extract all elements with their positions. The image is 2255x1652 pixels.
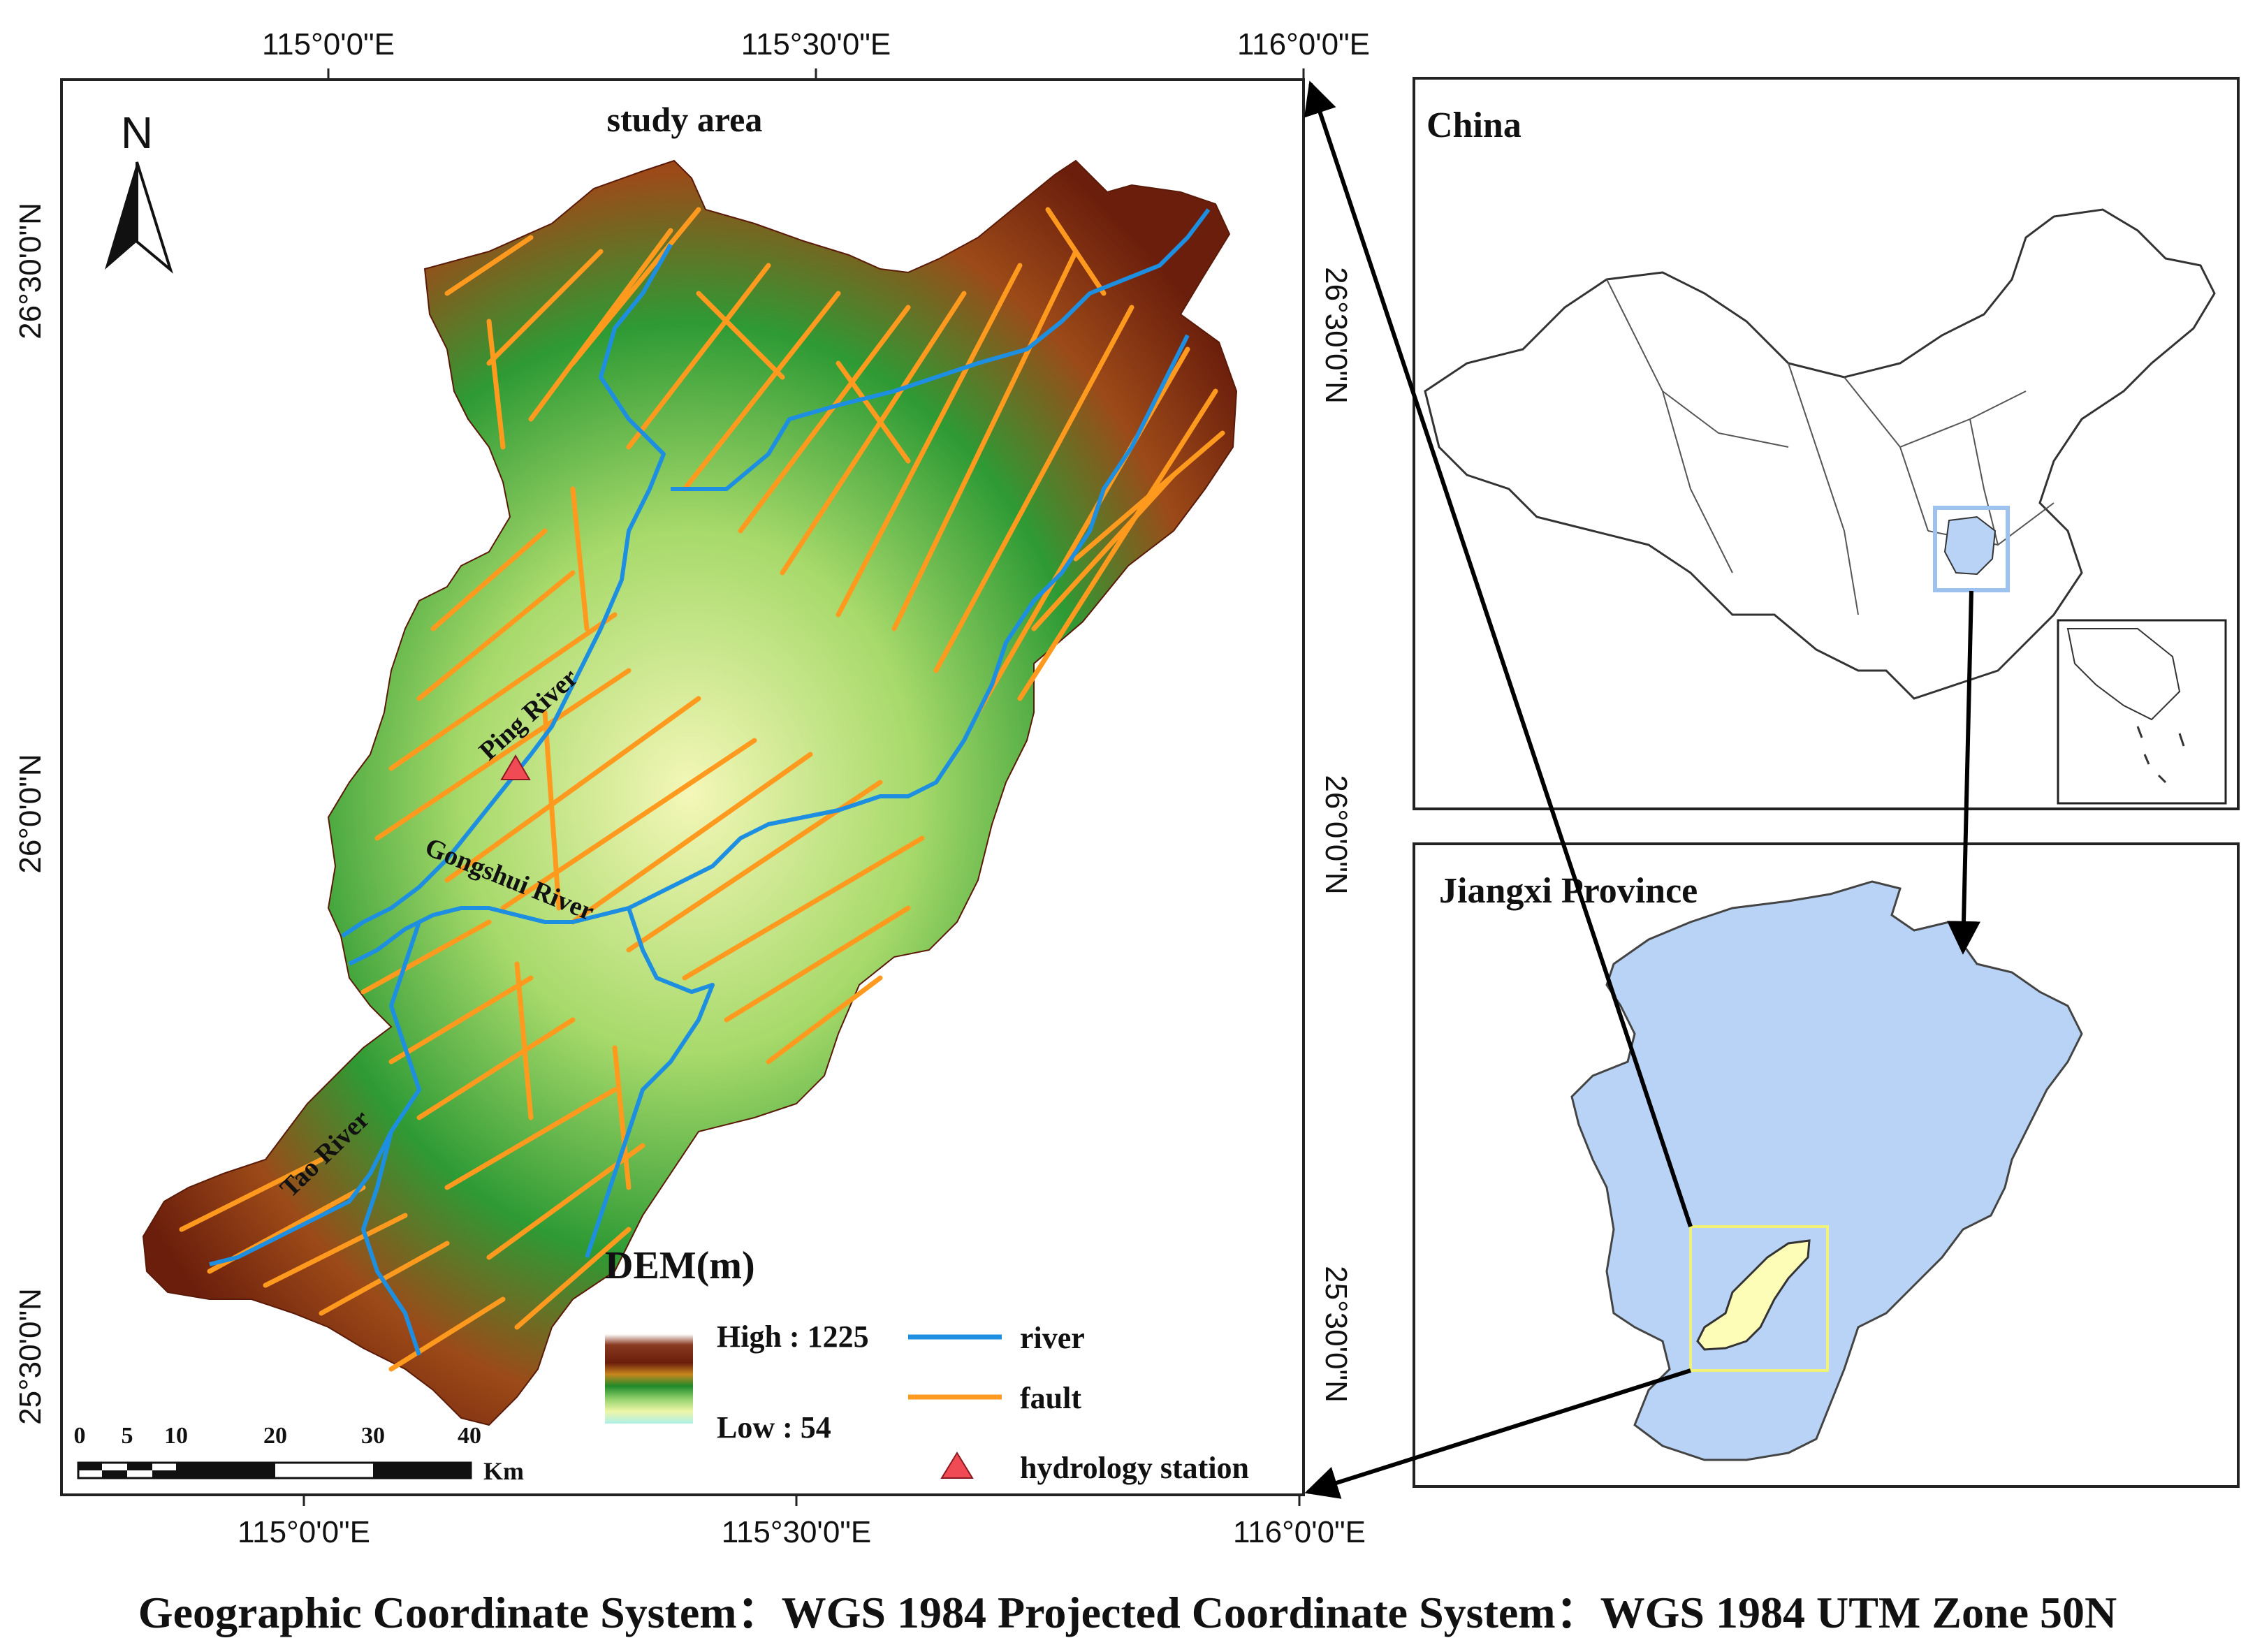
map-legend: DEM(m) High : 1225 Low : 54 river fault … <box>605 1244 1249 1485</box>
top-longitude-label: 115°30'0"E <box>741 27 891 61</box>
dem-color-ramp <box>605 1334 693 1424</box>
china-inset: China <box>1413 77 2240 810</box>
jiangxi-on-china <box>1943 516 1997 576</box>
jiangxi-province-shape <box>1570 880 2083 1461</box>
scale-unit: Km <box>483 1457 524 1485</box>
dem-high-label: High : 1225 <box>717 1320 869 1354</box>
coordinate-system-footer: Geographic Coordinate System：WGS 1984 Pr… <box>138 1588 2117 1637</box>
river-legend-label: river <box>1020 1321 1085 1355</box>
north-arrow-icon: N <box>105 108 173 274</box>
dem-low-label: Low : 54 <box>717 1410 831 1445</box>
jiangxi-locator-box <box>1933 506 2010 592</box>
scale-tick-label: 30 <box>361 1423 385 1449</box>
scale-tick-label: 20 <box>263 1423 287 1449</box>
north-label: N <box>121 108 153 158</box>
left-latitude-label: 26°0'0"N <box>13 754 48 873</box>
hydrology-station-marker <box>500 754 531 780</box>
china-inset-title: China <box>1426 105 1521 145</box>
study-area-locator-box <box>1689 1225 1829 1372</box>
scale-tick-label: 40 <box>458 1423 481 1449</box>
bottom-longitude-label: 115°0'0"E <box>238 1515 370 1549</box>
scale-bar: 0 5 10 20 30 40 Km <box>74 1423 525 1485</box>
scale-tick-label: 10 <box>164 1423 188 1449</box>
main-map: 115°0'0"E 115°30'0"E 116°0'0"E 115°0'0"E… <box>13 27 1370 1549</box>
china-outline <box>1424 208 2216 700</box>
fault-legend-label: fault <box>1020 1381 1081 1415</box>
left-latitude-label: 26°30'0"N <box>13 203 48 339</box>
right-latitude-label: 26°0'0"N <box>1319 775 1353 894</box>
dem-legend-title: DEM(m) <box>605 1244 755 1287</box>
study-area-dem <box>142 159 1238 1426</box>
jiangxi-inset-title: Jiangxi Province <box>1439 871 1698 911</box>
fault-lines <box>179 207 1225 1372</box>
study-area-title: study area <box>607 100 763 139</box>
scale-tick-label: 5 <box>122 1423 133 1449</box>
top-longitude-label: 116°0'0"E <box>1237 27 1370 61</box>
right-latitude-label: 26°30'0"N <box>1319 267 1353 404</box>
scale-tick-label: 0 <box>74 1423 86 1449</box>
jiangxi-inset: Jiangxi Province <box>1413 842 2240 1488</box>
left-latitude-label: 25°30'0"N <box>13 1288 48 1425</box>
top-longitude-label: 115°0'0"E <box>262 27 395 61</box>
study-area-on-jiangxi <box>1696 1239 1811 1351</box>
station-legend-symbol <box>940 1452 974 1479</box>
bottom-longitude-label: 116°0'0"E <box>1233 1515 1366 1549</box>
right-latitude-label: 25°30'0"N <box>1319 1266 1353 1403</box>
connector-arrows <box>1304 80 1980 1499</box>
bottom-longitude-label: 115°30'0"E <box>722 1515 872 1549</box>
river-lines <box>209 208 1211 1356</box>
station-legend-label: hydrology station <box>1020 1451 1249 1485</box>
